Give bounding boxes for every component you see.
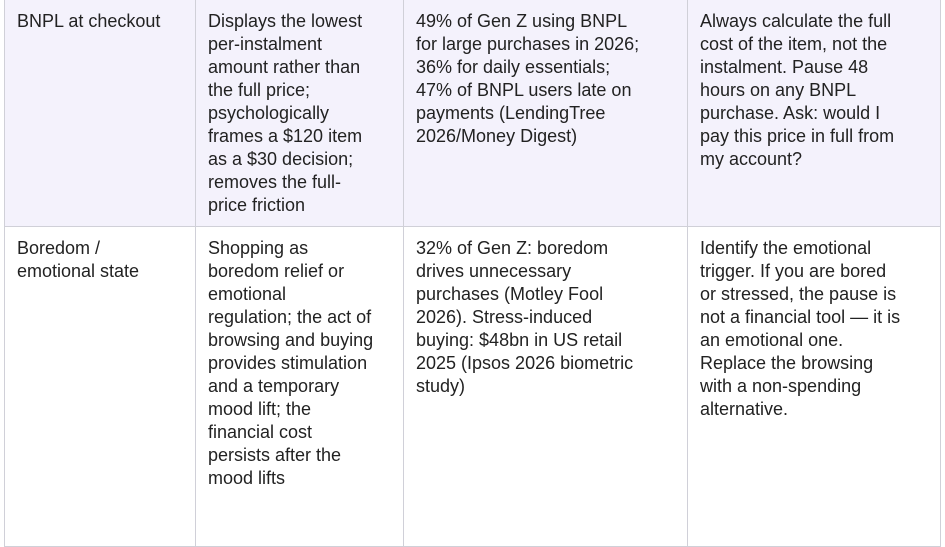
cell-text-line: drives unnecessary (416, 261, 572, 281)
cell-text-line: 2026). Stress-induced (416, 307, 593, 327)
cell-text-line: an emotional one. (700, 330, 844, 350)
cell-text-line: not a financial tool — it is (700, 307, 901, 327)
cell-text-line: Replace the browsing (700, 353, 874, 373)
cell-text-line: with a non-spending (700, 376, 862, 396)
cell-text-line: my account? (700, 149, 803, 169)
cell-text-line: frames a $120 item (208, 126, 363, 146)
cell-text-line: 47% of BNPL users late on (416, 80, 632, 100)
cell-text-line: amount rather than (208, 57, 361, 77)
cell-text-line: cost of the item, not the (700, 34, 888, 54)
cell-text-line: 49% of Gen Z using BNPL (416, 11, 628, 31)
cell-text-line: buying: $48bn in US retail (416, 330, 623, 350)
table-cell: BNPL at checkout (4, 0, 196, 227)
cell-text-line: purchase. Ask: would I (700, 103, 881, 123)
cell-text-line: purchases (Motley Fool (416, 284, 604, 304)
table-cell: Identify the emotional trigger. If you ar… (687, 226, 941, 547)
cell-text-line: 32% of Gen Z: boredom (416, 238, 609, 258)
cell-text-line: boredom relief or (208, 261, 345, 281)
cell-text-line: regulation; the act of (208, 307, 372, 327)
table-cell: Shopping as boredom relief or emotional reg… (195, 226, 404, 547)
cell-text-line: payments (LendingTree (416, 103, 606, 123)
table-row: BNPL at checkout Displays the lowest per-i… (4, 0, 941, 227)
table-cell: Displays the lowest per-instalment amount … (195, 0, 404, 227)
cell-text-line: hours on any BNPL (700, 80, 857, 100)
cell-text-line: mood lifts (208, 468, 286, 488)
cell-text-line: 36% for daily essentials; (416, 57, 611, 77)
table-body: BNPL at checkout Displays the lowest per-i… (4, 0, 941, 547)
table-cell: Always calculate the full cost of the ite… (687, 0, 941, 227)
table-row: Boredom / emotional state Shopping as bored… (4, 226, 941, 547)
cell-text-line: browsing and buying (208, 330, 374, 350)
cell-text-line: per-instalment (208, 34, 323, 54)
cell-text-line: provides stimulation (208, 353, 368, 373)
cell-text-line: trigger. If you are bored (700, 261, 887, 281)
cell-text-line: psychologically (208, 103, 330, 123)
page: BNPL at checkout Displays the lowest per-i… (4, 0, 941, 547)
cell-text-line: Identify the emotional (700, 238, 872, 258)
cell-text-line: persists after the (208, 445, 342, 465)
cell-text-line: Shopping as (208, 238, 309, 258)
cell-text-line: the full price; (208, 80, 311, 100)
cell-text-line: alternative. (700, 399, 789, 419)
table-cell: 49% of Gen Z using BNPL for large purchas… (403, 0, 688, 227)
cell-text-line: mood lift; the (208, 399, 312, 419)
cell-text-line: financial cost (208, 422, 313, 442)
cell-text-line: for large purchases in 2026; (416, 34, 640, 54)
cell-text-line: emotional (208, 284, 287, 304)
cell-text-line: or stressed, the pause is (700, 284, 897, 304)
cell-text-line: as a $30 decision; (208, 149, 354, 169)
cell-text-line: 2026/Money Digest) (416, 126, 578, 146)
table-cell: 32% of Gen Z: boredom drives unnecessary p… (403, 226, 688, 547)
cell-text-line: Boredom / (17, 238, 101, 258)
cell-text-line: instalment. Pause 48 (700, 57, 869, 77)
comparison-table: BNPL at checkout Displays the lowest per-i… (4, 0, 941, 547)
cell-text-line: study) (416, 376, 466, 396)
cell-text-line: Displays the lowest (208, 11, 363, 31)
cell-text-line: emotional state (17, 261, 140, 281)
cell-text-line: and a temporary (208, 376, 340, 396)
cell-text-line: removes the full- (208, 172, 342, 192)
cell-text-line: pay this price in full from (700, 126, 895, 146)
cell-text-line: price friction (208, 195, 306, 215)
cell-text-line: BNPL at checkout (17, 11, 161, 31)
table-cell: Boredom / emotional state (4, 226, 196, 547)
cell-text-line: Always calculate the full (700, 11, 892, 31)
cell-text-line: 2025 (Ipsos 2026 biometric (416, 353, 634, 373)
